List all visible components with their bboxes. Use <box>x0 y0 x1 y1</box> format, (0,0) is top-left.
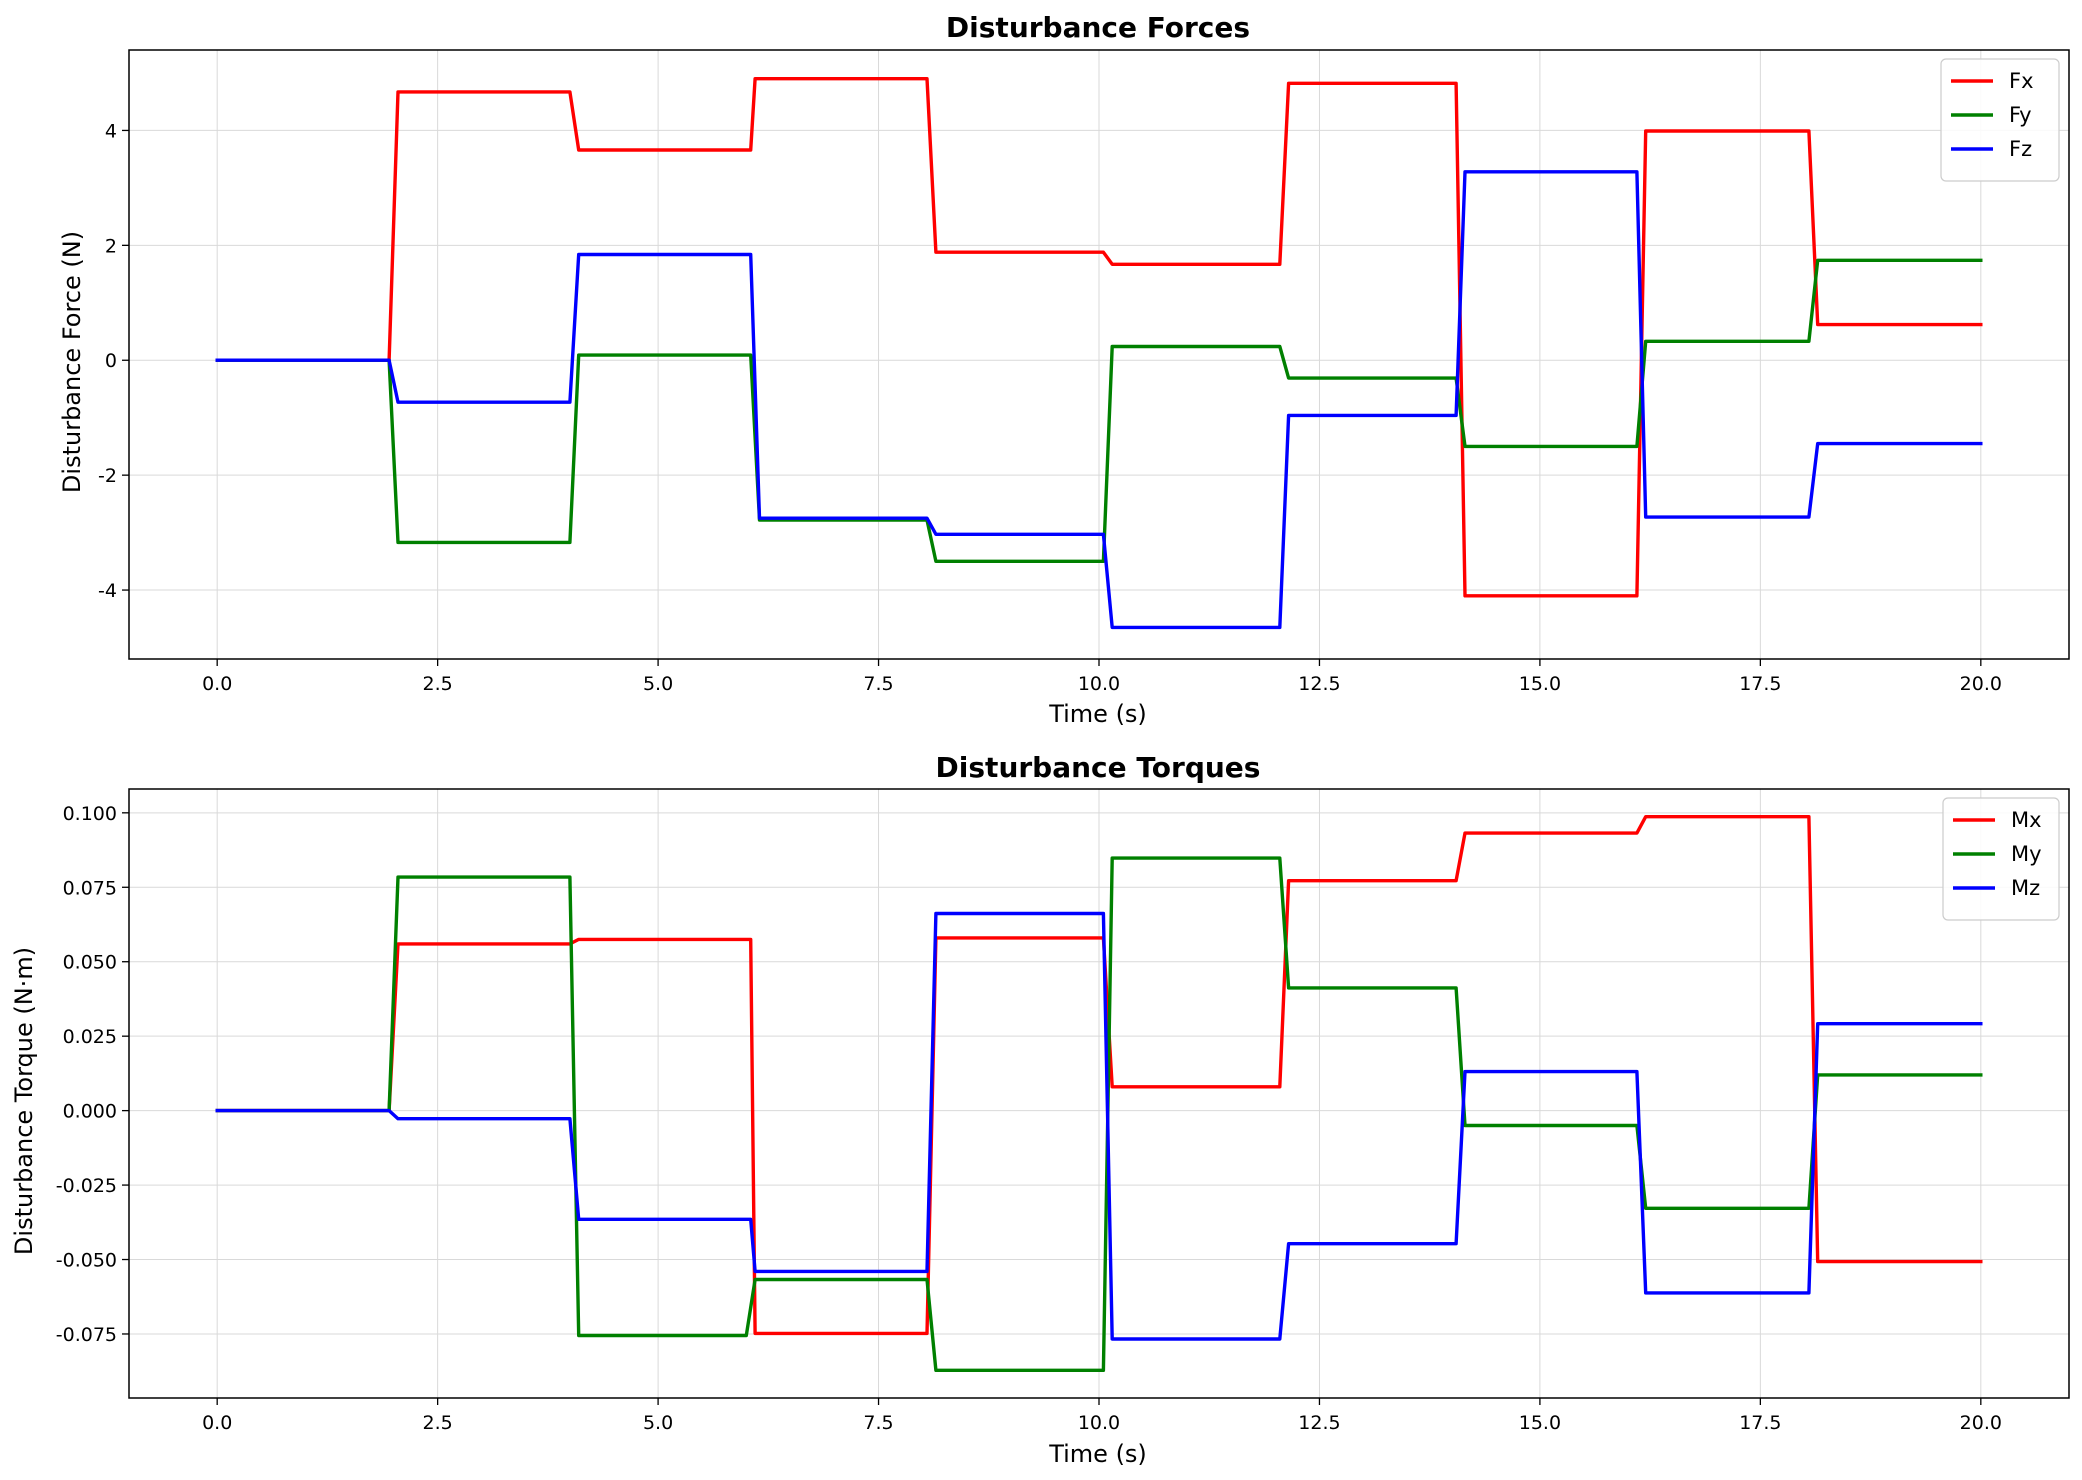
forces-y-tick-label: 0 <box>105 350 117 372</box>
legend-label-fy: Fy <box>2009 103 2032 127</box>
torques-x-axis-label: Time (s) <box>1048 1440 1147 1468</box>
torques-x-tick-label: 17.5 <box>1739 1412 1781 1434</box>
torques-y-tick-label: 0.000 <box>63 1101 117 1123</box>
legend-label-my: My <box>2011 842 2042 866</box>
torques-series-lines <box>215 815 1983 1373</box>
forces-x-tick-label: 17.5 <box>1739 673 1781 695</box>
torques-y-ticks: -0.075 -0.050 -0.025 0.000 0.025 0.050 0.075 0.… <box>56 803 129 1346</box>
torques-x-ticks: 0.0 2.5 5.0 7.5 10.0 12.5 15.0 17.5 20.0 <box>202 1398 2002 1434</box>
torques-y-tick-label: 0.075 <box>63 877 117 899</box>
torques-y-tick-label: 0.050 <box>63 952 117 974</box>
forces-series-lines <box>215 76 1983 630</box>
forces-x-tick-label: 0.0 <box>202 673 232 695</box>
forces-x-tick-label: 10.0 <box>1078 673 1120 695</box>
torques-x-tick-label: 7.5 <box>863 1412 893 1434</box>
legend-label-fz: Fz <box>2009 137 2032 161</box>
forces-panel: Disturbance Forces Time (s) Disturbance … <box>58 11 2070 728</box>
torques-legend: Mx My Mz <box>1942 797 2060 921</box>
torques-x-tick-label: 15.0 <box>1519 1412 1561 1434</box>
legend-label-mx: Mx <box>2011 808 2042 832</box>
series-line-fz <box>215 170 1983 630</box>
torques-grid <box>129 789 2069 1398</box>
forces-y-axis-label: Disturbance Force (N) <box>58 231 86 493</box>
series-line-fy <box>215 258 1983 563</box>
forces-x-ticks: 0.0 2.5 5.0 7.5 10.0 12.5 15.0 17.5 20.0 <box>202 659 2002 695</box>
torques-y-tick-label: 0.100 <box>63 803 117 825</box>
forces-x-tick-label: 15.0 <box>1519 673 1561 695</box>
forces-y-tick-label: -4 <box>98 580 117 602</box>
torques-y-tick-label: -0.075 <box>56 1324 117 1346</box>
forces-y-tick-label: 4 <box>105 120 117 142</box>
series-line-fx <box>215 76 1983 598</box>
torques-chart-title: Disturbance Torques <box>936 751 1261 784</box>
torques-y-tick-label: -0.025 <box>56 1175 117 1197</box>
forces-chart-title: Disturbance Forces <box>946 11 1250 44</box>
torques-legend-box <box>1942 797 2060 921</box>
forces-y-tick-label: 2 <box>105 235 117 257</box>
forces-x-tick-label: 5.0 <box>643 673 673 695</box>
torques-x-tick-label: 20.0 <box>1960 1412 2002 1434</box>
forces-y-ticks: -4 -2 0 2 4 <box>98 120 129 602</box>
torques-x-tick-label: 12.5 <box>1298 1412 1340 1434</box>
torques-y-tick-label: 0.025 <box>63 1026 117 1048</box>
torques-x-tick-label: 2.5 <box>423 1412 453 1434</box>
forces-x-tick-label: 20.0 <box>1960 673 2002 695</box>
forces-x-tick-label: 12.5 <box>1298 673 1340 695</box>
forces-x-tick-label: 7.5 <box>863 673 893 695</box>
torques-x-tick-label: 10.0 <box>1078 1412 1120 1434</box>
legend-label-fx: Fx <box>2009 69 2034 93</box>
torques-x-tick-label: 5.0 <box>643 1412 673 1434</box>
torques-y-tick-label: -0.050 <box>56 1250 117 1272</box>
torques-panel: Disturbance Torques Time (s) Disturbance… <box>10 751 2070 1468</box>
forces-legend-box <box>1940 58 2060 182</box>
torques-x-tick-label: 0.0 <box>202 1412 232 1434</box>
forces-y-tick-label: -2 <box>98 465 117 487</box>
series-line-mz <box>215 911 1983 1341</box>
forces-x-axis-label: Time (s) <box>1048 700 1147 728</box>
torques-y-axis-label: Disturbance Torque (N·m) <box>10 947 38 1255</box>
forces-x-tick-label: 2.5 <box>423 673 453 695</box>
legend-label-mz: Mz <box>2011 876 2040 900</box>
forces-legend: Fx Fy Fz <box>1940 58 2060 182</box>
